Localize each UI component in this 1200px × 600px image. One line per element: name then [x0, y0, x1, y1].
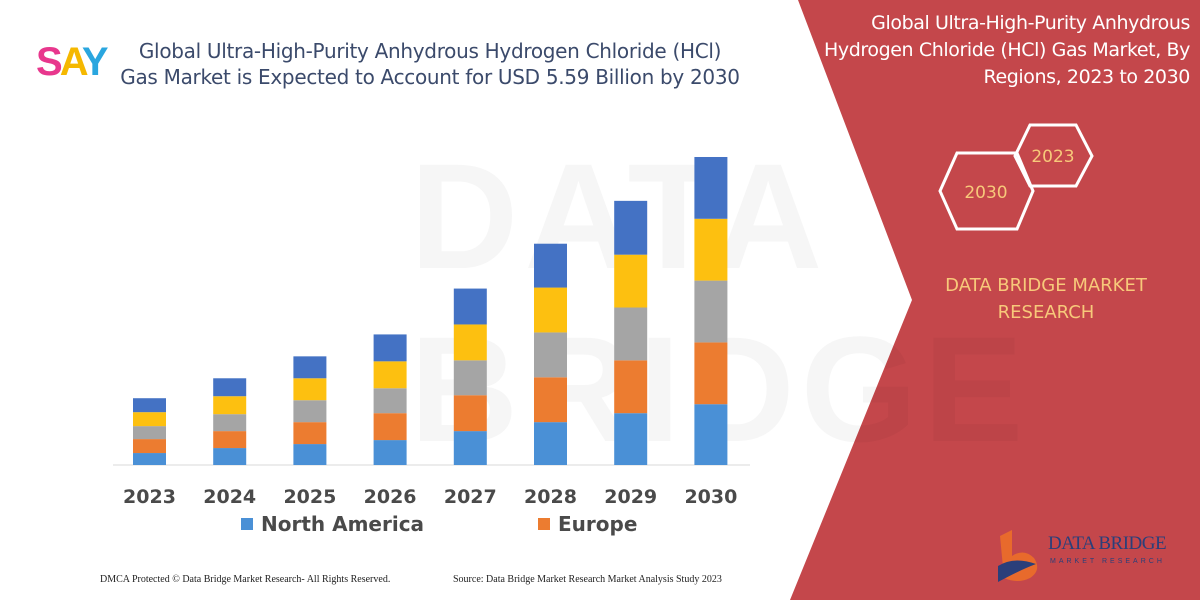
bar-segment-2027-0: [453, 431, 487, 465]
x-tick-label: 2029: [604, 486, 657, 508]
x-tick-label: 2027: [444, 486, 497, 508]
bar-segment-2023-4: [133, 398, 166, 413]
bar-segment-2026-2: [373, 388, 407, 414]
bar-segment-2024-3: [213, 396, 247, 415]
bar-segment-2025-0: [293, 444, 327, 465]
legend-north-america: North America: [241, 512, 424, 536]
x-tick-label: 2025: [283, 486, 336, 508]
chart-title: Global Ultra-High-Purity Anhydrous Hydro…: [120, 39, 740, 89]
bar-segment-2028-0: [534, 422, 567, 465]
bar-segment-2028-3: [534, 287, 567, 333]
bar-segment-2030-1: [694, 342, 728, 405]
bar-segment-2029-3: [614, 254, 648, 308]
copyright-footer: DMCA Protected © Data Bridge Market Rese…: [100, 574, 391, 585]
bar-segment-2024-0: [213, 448, 247, 465]
source-footer: Source: Data Bridge Market Research Mark…: [453, 574, 722, 585]
bar-segment-2026-1: [373, 413, 407, 441]
bar-segment-2028-4: [534, 243, 567, 288]
bar-segment-2024-2: [213, 414, 247, 432]
bar-segment-2029-2: [614, 307, 648, 361]
bar-segment-2023-1: [133, 439, 166, 454]
x-tick-label: 2023: [123, 486, 176, 508]
bar-segment-2023-0: [133, 453, 166, 465]
bar-segment-2027-2: [453, 360, 487, 396]
bar-segment-2030-2: [694, 280, 728, 343]
bar-segment-2029-1: [614, 360, 648, 414]
data-bridge-logo-tagline: MARKET RESEARCH: [1050, 558, 1165, 565]
legend-europe: Europe: [538, 512, 637, 536]
side-panel-title: Global Ultra-High-Purity Anhydrous Hydro…: [823, 12, 1190, 88]
bar-segment-2030-3: [694, 218, 728, 281]
x-tick-label: 2030: [684, 486, 737, 508]
bar-segment-2024-1: [213, 431, 247, 449]
x-tick-label: 2026: [364, 486, 417, 508]
legend-label: North America: [261, 512, 425, 536]
bar-segment-2030-4: [694, 156, 728, 219]
legend-swatch: [538, 518, 550, 530]
legend-swatch: [241, 518, 253, 530]
bar-segment-2027-1: [453, 395, 487, 432]
x-tick-label: 2024: [203, 486, 256, 508]
legend-label: Europe: [558, 512, 638, 536]
logo-letter-y: Y: [81, 40, 109, 84]
bar-segment-2029-4: [614, 200, 648, 255]
bar-segment-2029-0: [614, 413, 648, 465]
bar-segment-2024-4: [213, 378, 247, 397]
bar-segment-2026-3: [373, 361, 407, 389]
bar-segment-2023-3: [133, 412, 166, 427]
bar-segment-2025-1: [293, 422, 327, 445]
brand-label: DATA BRIDGE MARKET RESEARCH: [945, 275, 1147, 323]
bar-segment-2025-3: [293, 378, 327, 401]
bar-segment-2026-0: [373, 440, 407, 465]
say-logo: SAY: [36, 40, 109, 84]
bar-segment-2026-4: [373, 334, 407, 362]
bar-segment-2030-0: [694, 404, 728, 465]
data-bridge-logo-name: DATA BRIDGE: [1048, 533, 1167, 554]
logo-letter-a: A: [59, 40, 85, 84]
bar-segment-2027-3: [453, 324, 487, 361]
bar-segment-2023-2: [133, 426, 166, 440]
bar-segment-2025-2: [293, 400, 327, 423]
bar-segment-2027-4: [453, 288, 487, 325]
data-bridge-logo-icon: [998, 530, 1038, 582]
x-tick-label: 2028: [524, 486, 577, 508]
logo-letter-s: S: [36, 40, 63, 84]
bar-segment-2028-2: [534, 332, 567, 378]
bar-segment-2028-1: [534, 377, 567, 423]
bar-segment-2025-4: [293, 356, 327, 379]
